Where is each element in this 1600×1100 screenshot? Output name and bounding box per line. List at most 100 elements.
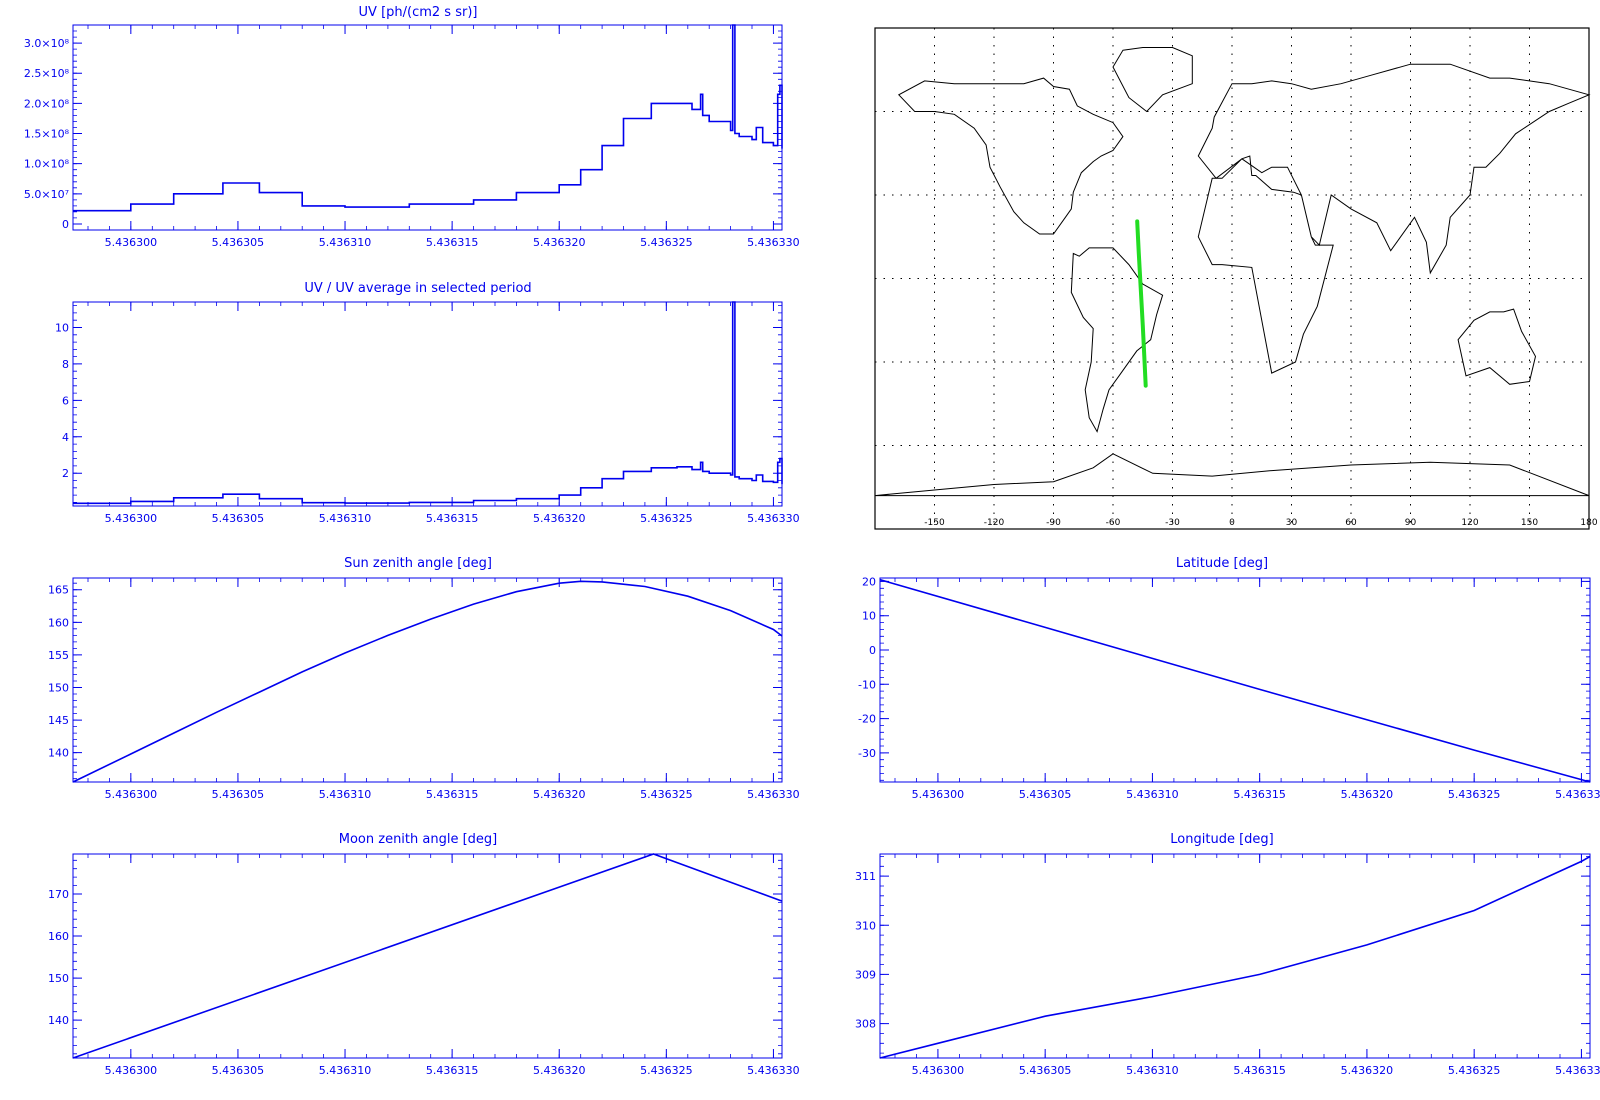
longitude-xtick-label: 5.436320 <box>1341 1064 1394 1077</box>
latitude-xtick-label: 5.436300 <box>912 788 965 801</box>
map-lon-label: -90 <box>1046 518 1061 528</box>
sun_zenith-xtick-label: 5.436315 <box>426 788 479 801</box>
latitude-xtick-label: 5.436320 <box>1341 788 1394 801</box>
moon_zenith-series-line <box>72 853 783 1059</box>
moon_zenith-ytick-label: 150 <box>48 972 69 985</box>
latitude-ytick-label: -10 <box>858 678 876 691</box>
uv_ratio-xtick-label: 5.436330 <box>747 512 800 525</box>
sun_zenith-ytick-label: 155 <box>48 649 69 662</box>
longitude-xtick-label: 5.436310 <box>1126 1064 1179 1077</box>
uv-minor-ticks <box>73 24 782 231</box>
uv-xtick-label: 5.436330 <box>747 236 800 249</box>
latitude-xtick-label: 5.436330 <box>1555 788 1600 801</box>
latitude-ytick-label: 10 <box>862 610 876 623</box>
uv_ratio-minor-ticks <box>73 302 782 506</box>
map-coastline <box>1070 247 1164 433</box>
map-graticule <box>875 28 1589 529</box>
sun_zenith-axes-box <box>72 577 783 783</box>
map-lon-label: 180 <box>1580 518 1597 528</box>
sun_zenith-series-line <box>72 580 783 783</box>
moon_zenith-ytick-label: 170 <box>48 888 69 901</box>
map-lon-label: 150 <box>1521 518 1538 528</box>
latitude-title: Latitude [deg] <box>1176 556 1268 571</box>
longitude-minor-ticks <box>880 854 1590 1058</box>
satellite-ground-track <box>1135 219 1148 388</box>
map-lon-label: 30 <box>1286 518 1298 528</box>
moon_zenith-xtick-label: 5.436300 <box>105 1064 158 1077</box>
uv-xtick-label: 5.436315 <box>426 236 479 249</box>
latitude-axes-box <box>879 577 1591 783</box>
uv_ratio-ytick-label: 4 <box>62 431 69 444</box>
latitude-xtick-label: 5.436325 <box>1448 788 1501 801</box>
latitude-ytick-label: 20 <box>862 575 876 588</box>
latitude-xtick-label: 5.436310 <box>1126 788 1179 801</box>
uv-panel: UV [ph/(cm2 s sr)] 5.436300 5.436305 5.436… <box>24 5 800 249</box>
sun_zenith-ytick-label: 150 <box>48 681 69 694</box>
map-lon-label: -30 <box>1165 518 1180 528</box>
uv-xtick-label: 5.436310 <box>319 236 372 249</box>
longitude-xtick-label: 5.436330 <box>1555 1064 1600 1077</box>
map-lon-label: 90 <box>1405 518 1417 528</box>
longitude-series-line <box>879 855 1591 1059</box>
latitude-xtick-label: 5.436315 <box>1233 788 1286 801</box>
moon_zenith-xtick-label: 5.436315 <box>426 1064 479 1077</box>
moon_zenith-ytick-label: 140 <box>48 1014 69 1027</box>
uv_ratio-xtick-label: 5.436300 <box>105 512 158 525</box>
uv-ytick-label: 2.5×10⁸ <box>24 67 70 80</box>
world-map-panel: -150 -120 -90 -60 -30 0 30 60 90 120 150 180 <box>874 27 1598 530</box>
moon_zenith-xtick-label: 5.436330 <box>747 1064 800 1077</box>
uv_ratio-xtick-label: 5.436305 <box>212 512 265 525</box>
uv-ytick-label: 1.0×10⁸ <box>24 158 70 171</box>
latitude-xtick-label: 5.436305 <box>1019 788 1072 801</box>
uv-xtick-label: 5.436320 <box>533 236 586 249</box>
uv-ytick-label: 0 <box>62 218 69 231</box>
map-lon-label: 0 <box>1229 518 1235 528</box>
uv-ytick-label: 2.0×10⁸ <box>24 97 70 110</box>
uv_ratio-xtick-label: 5.436325 <box>640 512 693 525</box>
moon-zenith-title: Moon zenith angle [deg] <box>339 832 497 847</box>
map-coastline <box>1197 63 1591 374</box>
longitude-xtick-label: 5.436315 <box>1233 1064 1286 1077</box>
moon_zenith-ytick-label: 160 <box>48 930 69 943</box>
latitude-ytick-label: -20 <box>858 713 876 726</box>
sun_zenith-minor-ticks <box>73 578 782 782</box>
uv-series-line <box>73 24 783 212</box>
longitude-ytick-label: 308 <box>855 1018 876 1031</box>
map-lon-label: -120 <box>984 518 1005 528</box>
uv-ytick-label: 3.0×10⁸ <box>24 37 70 50</box>
sun-zenith-title: Sun zenith angle [deg] <box>344 556 492 571</box>
moon_zenith-xtick-label: 5.436305 <box>212 1064 265 1077</box>
latitude-panel: Latitude [deg] 5.436300 5.436305 5.436310 5… <box>858 556 1600 801</box>
longitude-axes-box <box>879 853 1591 1059</box>
uv-title: UV [ph/(cm2 s sr)] <box>359 5 478 20</box>
moon_zenith-xtick-label: 5.436320 <box>533 1064 586 1077</box>
uv_ratio-xtick-label: 5.436310 <box>319 512 372 525</box>
longitude-ytick-label: 309 <box>855 968 876 981</box>
moon_zenith-minor-ticks <box>73 854 782 1058</box>
moon_zenith-axes-box <box>72 853 783 1059</box>
sun_zenith-xtick-label: 5.436300 <box>105 788 158 801</box>
sun_zenith-xtick-label: 5.436320 <box>533 788 586 801</box>
sun_zenith-ytick-label: 165 <box>48 584 69 597</box>
uv-xtick-label: 5.436300 <box>105 236 158 249</box>
longitude-ytick-label: 310 <box>855 919 876 932</box>
moon-zenith-panel: Moon zenith angle [deg] 5.436300 5.436305… <box>48 832 800 1077</box>
longitude-ytick-label: 311 <box>855 870 876 883</box>
map-lon-label: -60 <box>1106 518 1121 528</box>
latitude-minor-ticks <box>880 578 1590 782</box>
map-lon-label: 120 <box>1461 518 1478 528</box>
map-coastline <box>874 453 1590 497</box>
uv-xtick-label: 5.436325 <box>640 236 693 249</box>
uv_ratio-series-line <box>73 301 783 505</box>
uv_ratio-xtick-label: 5.436320 <box>533 512 586 525</box>
uv_ratio-ytick-label: 8 <box>62 358 69 371</box>
map-lon-label: 60 <box>1345 518 1357 528</box>
uv_ratio-xtick-label: 5.436315 <box>426 512 479 525</box>
uv_ratio-ytick-label: 2 <box>62 467 69 480</box>
map-coastline <box>897 77 1124 235</box>
sun_zenith-xtick-label: 5.436325 <box>640 788 693 801</box>
map-coastline <box>1457 308 1537 385</box>
moon_zenith-xtick-label: 5.436325 <box>640 1064 693 1077</box>
sun_zenith-ytick-label: 160 <box>48 616 69 629</box>
